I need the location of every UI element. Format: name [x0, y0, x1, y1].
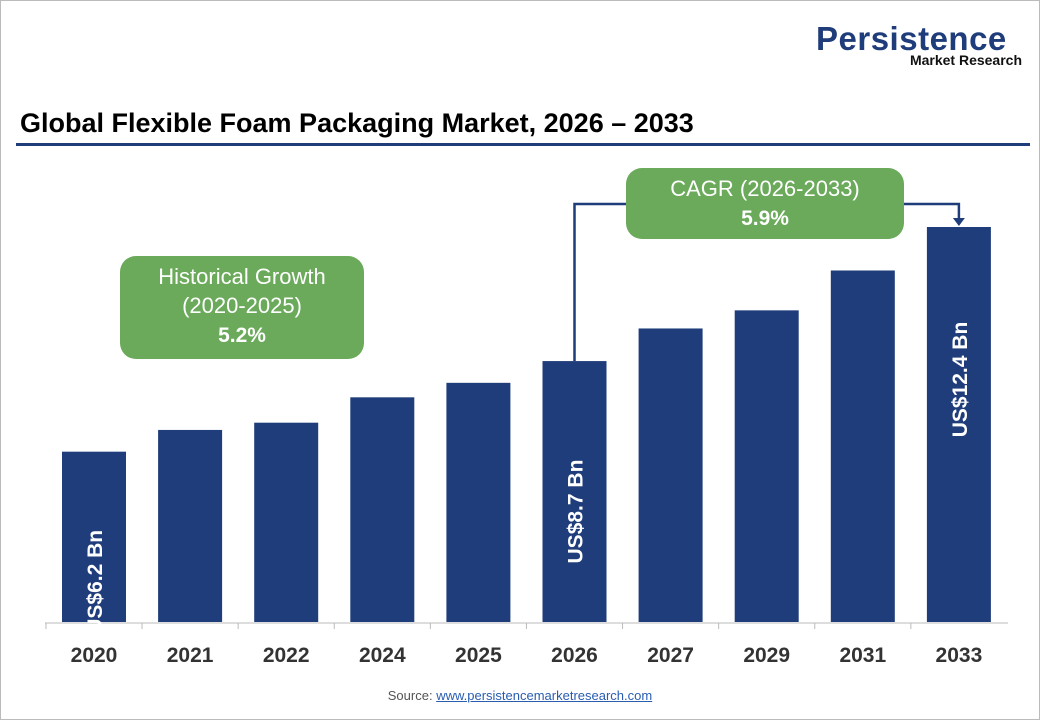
tick-label-2031: 2031 — [839, 644, 886, 667]
callout-text: CAGR (2026-2033) — [670, 176, 860, 201]
bar-2024 — [350, 397, 415, 622]
tick-label-2025: 2025 — [455, 644, 502, 667]
data-label-2033: US$12.4 Bn — [949, 322, 972, 438]
callout-text: 5.9% — [741, 207, 789, 230]
data-label-2020: US$6.2 Bn — [84, 530, 107, 634]
source: Source: www.persistencemarketresearch.co… — [0, 688, 1040, 703]
bar-2025 — [446, 382, 511, 622]
historical-growth-callout: Historical Growth (2020-2025) 5.2% — [120, 256, 364, 359]
bar-2027 — [638, 328, 703, 622]
bar-2022 — [254, 422, 319, 622]
tick-label-2027: 2027 — [647, 644, 694, 667]
tick-label-2020: 2020 — [71, 644, 118, 667]
logo: Persistence — [816, 20, 1007, 57]
bar-2026 — [542, 361, 607, 622]
callout-box — [120, 256, 364, 359]
bar-2033 — [926, 227, 991, 622]
tick-label-2024: 2024 — [359, 644, 406, 667]
tick-label-2026: 2026 — [551, 644, 598, 667]
callout-text: (2020-2025) — [182, 293, 302, 318]
chart-title: Global Flexible Foam Packaging Market, 2… — [20, 108, 694, 138]
tick-label-2033: 2033 — [936, 644, 983, 667]
tick-label-2021: 2021 — [167, 644, 214, 667]
callout-text: Historical Growth — [158, 264, 325, 289]
bar-2029 — [734, 310, 799, 622]
bar-2021 — [158, 429, 223, 622]
arrow-icon — [952, 218, 965, 226]
tick-label-2022: 2022 — [263, 644, 310, 667]
callout-box — [626, 168, 904, 239]
source-link[interactable]: www.persistencemarketresearch.com — [436, 688, 653, 703]
tick-label-2029: 2029 — [743, 644, 790, 667]
bar-2031 — [830, 270, 895, 622]
data-label-2026: US$8.7 Bn — [565, 460, 588, 564]
logo-subtitle: Market Research — [909, 52, 1022, 68]
cagr-callout: CAGR (2026-2033) 5.9% — [626, 168, 904, 239]
bar-2020 — [62, 451, 126, 622]
source-label: Source: — [387, 688, 437, 703]
callout-text: 5.2% — [218, 324, 266, 347]
title-rule — [16, 143, 1030, 146]
